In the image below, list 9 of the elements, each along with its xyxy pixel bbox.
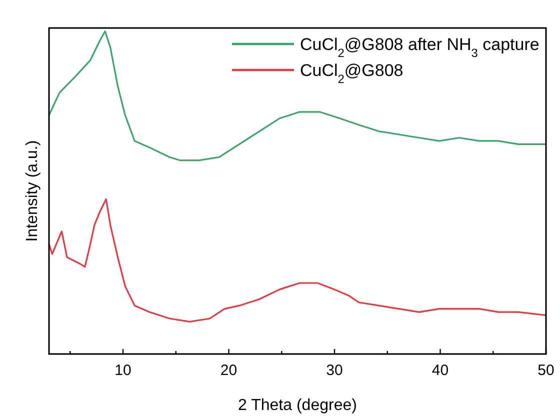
- x-tick-label: 30: [326, 362, 343, 379]
- x-axis-title: 2 Theta (degree): [238, 397, 357, 414]
- x-tick-label: 50: [538, 362, 554, 379]
- x-tick-label: 20: [220, 362, 238, 379]
- y-axis-title: Intensity (a.u.): [24, 140, 41, 242]
- x-tick-label: 40: [432, 362, 449, 379]
- legend-label: CuCl$_{2}$@G808 after NH$_{3}$ capture: [300, 35, 540, 60]
- x-tick-label: 10: [114, 362, 132, 379]
- legend-label: CuCl$_{2}$@G808: [300, 61, 404, 86]
